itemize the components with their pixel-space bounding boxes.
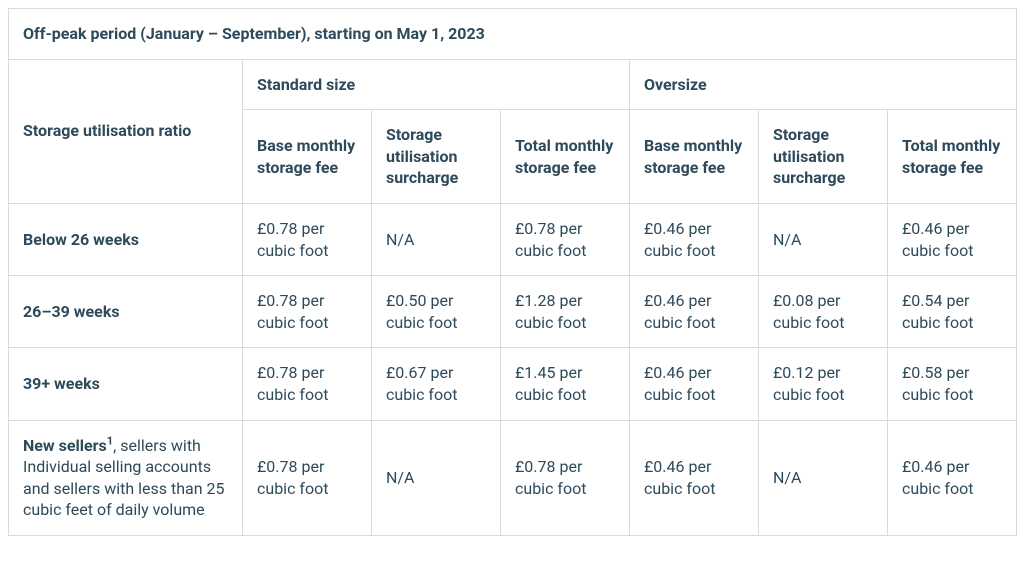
cell-std-base: £0.78 per cubic foot	[243, 420, 372, 535]
cell-std-base: £0.78 per cubic foot	[243, 348, 372, 420]
table-body: Below 26 weeks£0.78 per cubic footN/A£0.…	[9, 203, 1017, 535]
row-label: Below 26 weeks	[9, 203, 243, 275]
col-header-ratio: Storage utilisation ratio	[9, 59, 243, 203]
cell-ovr-surcharge: N/A	[759, 203, 888, 275]
cell-ovr-total: £0.54 per cubic foot	[888, 276, 1017, 348]
cell-ovr-surcharge: £0.12 per cubic foot	[759, 348, 888, 420]
table-row: New sellers1, sellers with Individual se…	[9, 420, 1017, 535]
cell-std-base: £0.78 per cubic foot	[243, 276, 372, 348]
row-label: 26–39 weeks	[9, 276, 243, 348]
col-header-ovr-base: Base monthly storage fee	[630, 110, 759, 204]
cell-std-surcharge: £0.50 per cubic foot	[372, 276, 501, 348]
cell-std-base: £0.78 per cubic foot	[243, 203, 372, 275]
cell-std-surcharge: N/A	[372, 420, 501, 535]
cell-ovr-surcharge: £0.08 per cubic foot	[759, 276, 888, 348]
row-label: 39+ weeks	[9, 348, 243, 420]
col-header-group-standard: Standard size	[243, 59, 630, 110]
table-row: 39+ weeks£0.78 per cubic foot£0.67 per c…	[9, 348, 1017, 420]
cell-ovr-base: £0.46 per cubic foot	[630, 203, 759, 275]
col-header-std-base: Base monthly storage fee	[243, 110, 372, 204]
table-row: 26–39 weeks£0.78 per cubic foot£0.50 per…	[9, 276, 1017, 348]
cell-ovr-total: £0.46 per cubic foot	[888, 203, 1017, 275]
cell-ovr-total: £0.46 per cubic foot	[888, 420, 1017, 535]
col-header-group-oversize: Oversize	[630, 59, 1017, 110]
cell-ovr-base: £0.46 per cubic foot	[630, 348, 759, 420]
table-row: Below 26 weeks£0.78 per cubic footN/A£0.…	[9, 203, 1017, 275]
cell-std-total: £1.28 per cubic foot	[501, 276, 630, 348]
cell-std-total: £0.78 per cubic foot	[501, 203, 630, 275]
col-header-ovr-surcharge: Storage utilisation surcharge	[759, 110, 888, 204]
cell-std-total: £0.78 per cubic foot	[501, 420, 630, 535]
cell-ovr-surcharge: N/A	[759, 420, 888, 535]
col-header-std-surcharge: Storage utilisation surcharge	[372, 110, 501, 204]
cell-ovr-base: £0.46 per cubic foot	[630, 276, 759, 348]
cell-ovr-base: £0.46 per cubic foot	[630, 420, 759, 535]
cell-std-surcharge: N/A	[372, 203, 501, 275]
col-header-ovr-total: Total monthly storage fee	[888, 110, 1017, 204]
cell-std-total: £1.45 per cubic foot	[501, 348, 630, 420]
row-label-lead: New sellers1	[23, 436, 113, 455]
storage-fee-table: Off-peak period (January – September), s…	[8, 8, 1017, 536]
cell-ovr-total: £0.58 per cubic foot	[888, 348, 1017, 420]
table-title: Off-peak period (January – September), s…	[9, 9, 1017, 60]
col-header-std-total: Total monthly storage fee	[501, 110, 630, 204]
row-label: New sellers1, sellers with Individual se…	[9, 420, 243, 535]
cell-std-surcharge: £0.67 per cubic foot	[372, 348, 501, 420]
